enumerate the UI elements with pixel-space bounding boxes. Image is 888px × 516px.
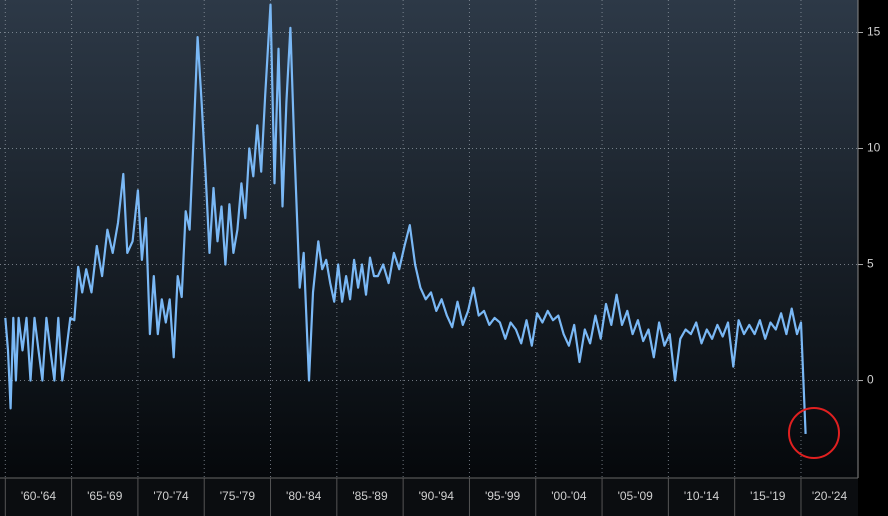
grid xyxy=(0,0,858,478)
x-tick-label: '20-'24 xyxy=(812,489,848,503)
plot xyxy=(4,3,807,434)
x-tick-label: '60-'64 xyxy=(21,489,57,503)
y-tick-label: 0 xyxy=(867,373,874,387)
y-tick-label: 10 xyxy=(867,141,881,155)
y-tick-label: 5 xyxy=(867,257,874,271)
x-tick-label: '00-'04 xyxy=(551,489,587,503)
x-tick-label: '05-'09 xyxy=(618,489,654,503)
x-axis-strip xyxy=(0,478,858,516)
x-tick-label: '80-'84 xyxy=(286,489,322,503)
x-tick-label: '65-'69 xyxy=(87,489,123,503)
x-tick-label: '70-'74 xyxy=(153,489,189,503)
x-tick-label: '90-'94 xyxy=(419,489,455,503)
x-tick-label: '10-'14 xyxy=(684,489,720,503)
x-tick-label: '85-'89 xyxy=(352,489,388,503)
x-tick-label: '75-'79 xyxy=(220,489,256,503)
axes: 0 5 10 15 '60-'64 '65-'69 '70-'74 '75-'79 '80-'8… xyxy=(4,25,881,516)
y-tick-label: 15 xyxy=(867,25,881,39)
data-line xyxy=(4,3,807,434)
x-tick-label: '15-'19 xyxy=(750,489,786,503)
y-axis-strip xyxy=(858,0,888,516)
x-tick-label: '95-'99 xyxy=(485,489,521,503)
plot-background xyxy=(0,0,858,478)
highlight-circle xyxy=(788,407,840,459)
